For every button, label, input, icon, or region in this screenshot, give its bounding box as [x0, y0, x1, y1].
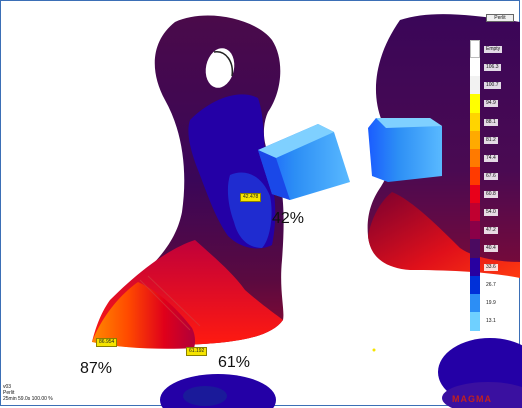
- legend-label: 60.8: [484, 191, 498, 199]
- left-riser: [258, 124, 350, 200]
- magma-logo: MAGMA: [452, 394, 492, 404]
- legend-swatch: [470, 239, 480, 258]
- right-casting: [367, 14, 520, 278]
- legend-swatch: [470, 311, 480, 331]
- legend-label: 40.4: [484, 245, 498, 253]
- probe-label-top: 42.478: [240, 193, 262, 202]
- percent-annotation-top: 42%: [272, 210, 305, 227]
- legend-swatch: [470, 112, 480, 132]
- legend-swatch-empty: [470, 40, 480, 59]
- legend-swatch: [470, 130, 480, 150]
- legend-label: 19.9: [484, 299, 498, 307]
- right-riser: [368, 118, 442, 182]
- legend-swatch: [470, 275, 480, 295]
- legend-swatch: [470, 257, 480, 277]
- legend-label: 47.2: [484, 227, 498, 235]
- legend-color-bar: [470, 40, 480, 331]
- legend-swatch: [470, 203, 480, 222]
- legend-label: 33.6: [484, 263, 498, 271]
- legend-swatch: [470, 58, 480, 77]
- legend-swatch: [470, 185, 480, 204]
- legend-label: 67.6: [484, 172, 498, 180]
- legend-swatch: [470, 76, 480, 95]
- percent-annotation-bottom-right: 61%: [218, 354, 251, 371]
- left-casting: [92, 15, 284, 349]
- percent-annotation-bottom-left: 87%: [80, 360, 113, 377]
- legend-swatch: [470, 148, 480, 168]
- legend-label: 106.3: [484, 64, 501, 72]
- legend-label: 74.4: [484, 154, 498, 162]
- simulation-info: v03 Perlit 25min 59.0s 100.00 %: [3, 384, 53, 402]
- legend-swatch: [470, 293, 480, 313]
- legend-label: 81.2: [484, 136, 498, 144]
- probe-label-right: 61.192: [186, 347, 208, 356]
- legend-label: 54.0: [484, 209, 498, 217]
- legend-label: 94.9: [484, 100, 498, 108]
- info-version: v03: [3, 384, 12, 390]
- legend-label: 13.1: [484, 317, 498, 325]
- legend-label: 88.1: [484, 118, 498, 126]
- color-legend: Perlit Empty 106.3 100.7 94.9 88.1 81.2 74.4 67…: [466, 10, 522, 340]
- legend-swatch: [470, 221, 480, 240]
- probe-label-left: 86.954: [96, 338, 118, 347]
- legend-label: 26.7: [484, 281, 498, 289]
- legend-label: 100.7: [484, 82, 501, 90]
- legend-label-empty: Empty: [484, 46, 503, 54]
- info-time-progress: 25min 59.0s 100.00 %: [3, 396, 53, 402]
- legend-title: Perlit: [486, 14, 514, 22]
- info-result-type: Perlit: [3, 390, 15, 396]
- legend-swatch: [470, 94, 480, 113]
- legend-swatch: [470, 166, 480, 186]
